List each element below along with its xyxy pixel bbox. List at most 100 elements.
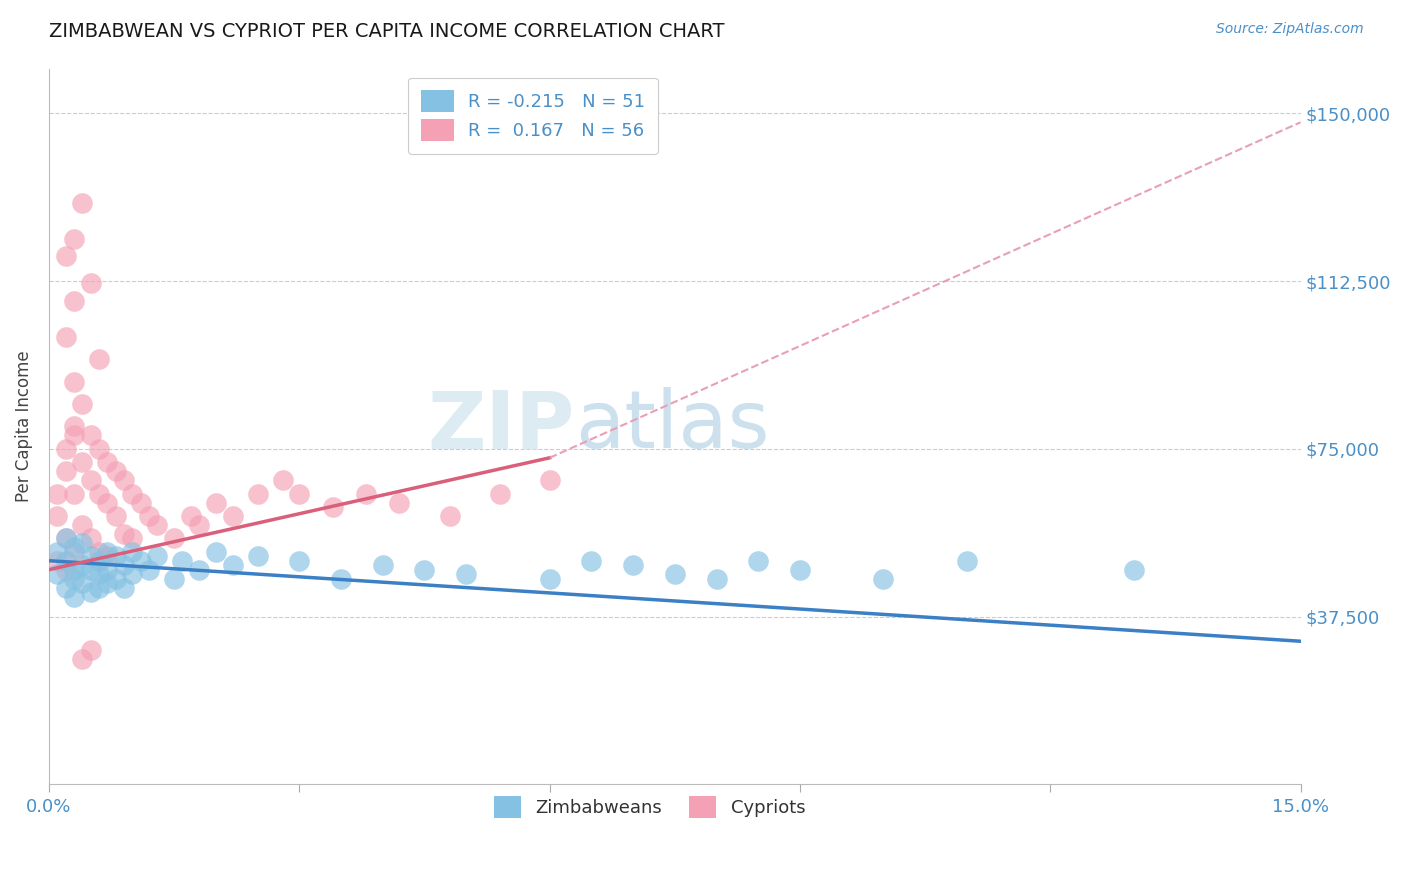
Point [188, 563, 211, 577]
Point [80, 643, 103, 657]
Point [146, 517, 169, 532]
Point [538, 572, 561, 586]
Point [439, 508, 461, 523]
Point [63, 231, 86, 245]
Point [322, 500, 344, 514]
Point [87, 545, 110, 559]
Point [80, 473, 103, 487]
Point [664, 567, 686, 582]
Point [80, 563, 103, 577]
Point [112, 558, 135, 573]
Text: ZIMBABWEAN VS CYPRIOT PER CAPITA INCOME CORRELATION CHART: ZIMBABWEAN VS CYPRIOT PER CAPITA INCOME … [49, 22, 724, 41]
Point [80, 549, 103, 564]
Point [63, 541, 86, 555]
Point [80, 585, 103, 599]
Point [121, 545, 143, 559]
Point [413, 563, 436, 577]
Point [354, 486, 377, 500]
Point [55, 532, 77, 546]
Point [104, 549, 127, 564]
Point [55, 464, 77, 478]
Point [104, 508, 127, 523]
Point [63, 375, 86, 389]
Point [221, 558, 243, 573]
Point [96, 545, 118, 559]
Point [63, 428, 86, 442]
Point [956, 554, 979, 568]
Point [330, 572, 353, 586]
Point [288, 554, 311, 568]
Point [72, 576, 94, 591]
Point [63, 419, 86, 434]
Text: Source: ZipAtlas.com: Source: ZipAtlas.com [1216, 22, 1364, 37]
Point [80, 428, 103, 442]
Point [63, 545, 86, 559]
Point [72, 397, 94, 411]
Point [371, 558, 394, 573]
Point [80, 532, 103, 546]
Point [112, 581, 135, 595]
Point [246, 549, 269, 564]
Point [112, 526, 135, 541]
Point [221, 508, 243, 523]
Point [538, 473, 561, 487]
Point [55, 330, 77, 344]
Point [180, 508, 202, 523]
Text: ZIP: ZIP [427, 387, 575, 466]
Point [72, 536, 94, 550]
Point [488, 486, 510, 500]
Point [87, 352, 110, 367]
Legend: Zimbabweans, Cypriots: Zimbabweans, Cypriots [486, 789, 813, 825]
Point [388, 495, 411, 509]
Point [205, 495, 228, 509]
Point [96, 563, 118, 577]
Point [55, 554, 77, 568]
Point [104, 464, 127, 478]
Point [63, 486, 86, 500]
Point [789, 563, 811, 577]
Point [96, 576, 118, 591]
Point [72, 517, 94, 532]
Point [87, 554, 110, 568]
Point [205, 545, 228, 559]
Point [46, 567, 69, 582]
Point [55, 563, 77, 577]
Point [121, 567, 143, 582]
Point [80, 277, 103, 291]
Point [621, 558, 644, 573]
Point [872, 572, 894, 586]
Point [138, 508, 160, 523]
Point [87, 486, 110, 500]
Point [288, 486, 311, 500]
Point [456, 567, 478, 582]
Text: atlas: atlas [575, 387, 769, 466]
Point [246, 486, 269, 500]
Point [121, 532, 143, 546]
Point [96, 495, 118, 509]
Y-axis label: Per Capita Income: Per Capita Income [15, 351, 32, 502]
Point [72, 558, 94, 573]
Point [63, 590, 86, 604]
Point [163, 572, 186, 586]
Point [55, 249, 77, 263]
Point [55, 532, 77, 546]
Point [112, 473, 135, 487]
Point [1122, 563, 1144, 577]
Point [46, 554, 69, 568]
Point [747, 554, 769, 568]
Point [55, 442, 77, 456]
Point [87, 567, 110, 582]
Point [146, 549, 169, 564]
Point [46, 508, 69, 523]
Point [96, 455, 118, 469]
Point [129, 495, 152, 509]
Point [163, 532, 186, 546]
Point [46, 545, 69, 559]
Point [96, 549, 118, 564]
Point [706, 572, 728, 586]
Point [63, 294, 86, 309]
Point [138, 563, 160, 577]
Point [72, 652, 94, 666]
Point [121, 486, 143, 500]
Point [87, 581, 110, 595]
